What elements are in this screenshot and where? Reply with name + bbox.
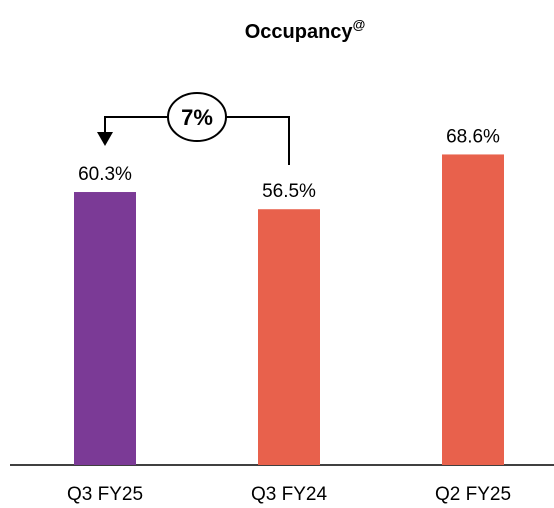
value-label: 68.6%: [446, 126, 500, 147]
x-tick-label: Q3 FY24: [251, 484, 327, 505]
x-tick-label: Q2 FY25: [435, 484, 511, 505]
chart-title: Occupancy@: [245, 17, 366, 43]
title-main: Occupancy: [245, 21, 354, 43]
value-label: 60.3%: [78, 164, 132, 185]
connector-left: [104, 116, 168, 134]
bar: [258, 209, 320, 465]
arrow-head: [97, 132, 113, 146]
bar: [442, 154, 504, 465]
annotation-connector: [104, 92, 290, 165]
value-label: 56.5%: [262, 181, 316, 202]
bar: [74, 192, 136, 465]
annotation-label: 7%: [181, 105, 213, 130]
x-tick-label: Q3 FY25: [67, 484, 143, 505]
connector-right: [226, 116, 290, 165]
title-superscript: @: [353, 17, 366, 32]
annotation-circle: [167, 92, 227, 142]
